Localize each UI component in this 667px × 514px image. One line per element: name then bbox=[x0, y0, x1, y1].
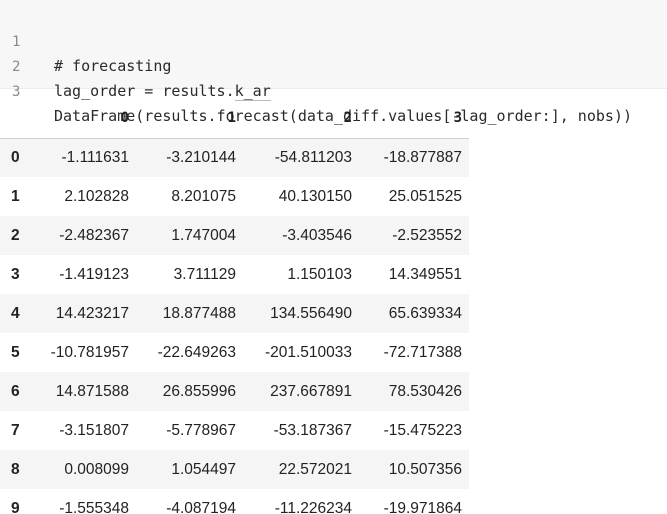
line-number: 2 bbox=[12, 59, 21, 75]
table-cell: -3.210144 bbox=[166, 148, 236, 166]
table-row: 2 -2.482367 1.747004 -3.403546 -2.523552 bbox=[0, 216, 469, 255]
row-index: 7 bbox=[11, 421, 20, 439]
table-cell: 14.423217 bbox=[55, 304, 129, 322]
table-cell: -2.523552 bbox=[392, 226, 462, 244]
table-cell: 40.130150 bbox=[278, 187, 352, 205]
table-cell: 0.008099 bbox=[64, 460, 129, 478]
row-index: 8 bbox=[11, 460, 20, 478]
code-cell[interactable]: 1 # forecasting 2 lag_order = results.k_… bbox=[0, 0, 667, 125]
comment-text: # forecasting bbox=[54, 57, 172, 75]
table-cell: -11.226234 bbox=[274, 499, 352, 514]
index-header bbox=[0, 98, 34, 139]
code-line-1: 1 # forecasting bbox=[0, 6, 171, 75]
table-cell: -2.482367 bbox=[59, 226, 129, 244]
table-cell: -18.877887 bbox=[383, 148, 462, 166]
table-cell: 14.349551 bbox=[388, 265, 462, 283]
line-number: 1 bbox=[12, 34, 21, 50]
table-row: 4 14.423217 18.877488 134.556490 65.6393… bbox=[0, 294, 469, 333]
table-cell: 1.150103 bbox=[287, 265, 352, 283]
table-cell: -72.717388 bbox=[383, 343, 462, 361]
column-header: 3 bbox=[355, 98, 469, 139]
table-cell: 10.507356 bbox=[388, 460, 462, 478]
code-line-3: 3 DataFrame(results.forecast(data_diff.v… bbox=[0, 56, 632, 125]
table-row: 9 -1.555348 -4.087194 -11.226234 -19.971… bbox=[0, 489, 469, 514]
table-cell: 14.871588 bbox=[55, 382, 129, 400]
header-row: 0 1 2 3 bbox=[0, 98, 469, 139]
row-index: 0 bbox=[11, 148, 20, 166]
table-row: 5 -10.781957 -22.649263 -201.510033 -72.… bbox=[0, 333, 469, 372]
table-cell: -53.187367 bbox=[273, 421, 352, 439]
table-cell: 2.102828 bbox=[64, 187, 129, 205]
table-cell: 8.201075 bbox=[171, 187, 236, 205]
table-cell: 22.572021 bbox=[278, 460, 352, 478]
table-cell: -1.419123 bbox=[59, 265, 129, 283]
code-text-part: lag_order = results. bbox=[54, 82, 235, 100]
table-cell: -201.510033 bbox=[264, 343, 352, 361]
row-index: 4 bbox=[11, 304, 20, 322]
table-cell: 1.747004 bbox=[171, 226, 236, 244]
table-cell: 1.054497 bbox=[171, 460, 236, 478]
table-cell: 3.711129 bbox=[173, 265, 236, 283]
code-line-2: 2 lag_order = results.k_ar bbox=[0, 31, 271, 101]
table-cell: -1.111631 bbox=[61, 148, 129, 166]
row-index: 1 bbox=[11, 187, 20, 205]
table-row: 6 14.871588 26.855996 237.667891 78.5304… bbox=[0, 372, 469, 411]
column-header: 0 bbox=[34, 98, 132, 139]
column-header: 2 bbox=[239, 98, 355, 139]
table-cell: -5.778967 bbox=[166, 421, 236, 439]
row-index: 6 bbox=[11, 382, 20, 400]
table-cell: -54.811203 bbox=[274, 148, 352, 166]
row-index: 9 bbox=[11, 499, 20, 514]
table-cell: -10.781957 bbox=[50, 343, 129, 361]
table-row: 7 -3.151807 -5.778967 -53.187367 -15.475… bbox=[0, 411, 469, 450]
dataframe-table: 0 1 2 3 0 -1.111631 -3.210144 -54.811203… bbox=[0, 98, 469, 514]
table-cell: -22.649263 bbox=[157, 343, 236, 361]
table-cell: 237.667891 bbox=[270, 382, 352, 400]
row-index: 5 bbox=[11, 343, 20, 361]
table-cell: 134.556490 bbox=[270, 304, 352, 322]
highlighted-attribute: k_ar bbox=[234, 82, 271, 101]
row-index: 2 bbox=[11, 226, 20, 244]
line-number: 3 bbox=[12, 84, 21, 100]
code-text: lag_order = results.k_ar bbox=[54, 79, 271, 103]
table-row: 8 0.008099 1.054497 22.572021 10.507356 bbox=[0, 450, 469, 489]
table-row: 3 -1.419123 3.711129 1.150103 14.349551 bbox=[0, 255, 469, 294]
table-cell: -4.087194 bbox=[166, 499, 236, 514]
table-cell: -15.475223 bbox=[383, 421, 462, 439]
table-cell: 18.877488 bbox=[162, 304, 236, 322]
table-cell: -3.151807 bbox=[59, 421, 129, 439]
table-cell: -1.555348 bbox=[59, 499, 129, 514]
table-cell: 78.530426 bbox=[388, 382, 462, 400]
row-index: 3 bbox=[11, 265, 20, 283]
table-cell: 26.855996 bbox=[162, 382, 236, 400]
table-cell: -3.403546 bbox=[282, 226, 352, 244]
table-cell: 25.051525 bbox=[388, 187, 462, 205]
table-cell: -19.971864 bbox=[383, 499, 462, 514]
table-row: 1 2.102828 8.201075 40.130150 25.051525 bbox=[0, 177, 469, 216]
cell-output: 0 1 2 3 0 -1.111631 -3.210144 -54.811203… bbox=[0, 98, 470, 514]
table-cell: 65.639334 bbox=[388, 304, 462, 322]
column-header: 1 bbox=[132, 98, 239, 139]
table-row: 0 -1.111631 -3.210144 -54.811203 -18.877… bbox=[0, 138, 469, 177]
